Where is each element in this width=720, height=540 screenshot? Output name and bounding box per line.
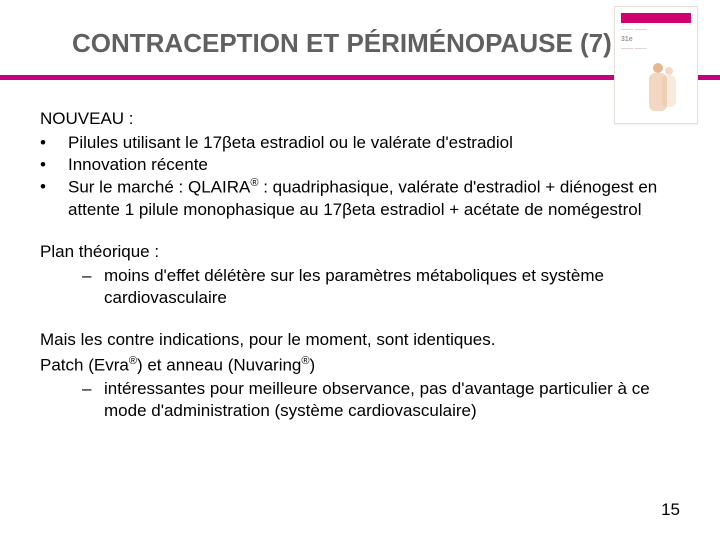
list-item: –moins d'effet délétère sur les paramètr…: [82, 265, 680, 309]
title-region: CONTRACEPTION ET PÉRIMÉNOPAUSE (7): [0, 0, 720, 59]
section-lead-line: Patch (Evra®) et anneau (Nuvaring®): [40, 354, 680, 377]
list-item-text: intéressantes pour meilleure observance,…: [104, 378, 680, 422]
page-number: 15: [661, 500, 680, 520]
slide: —— —— 31e —— —— CONTRACEPTION ET PÉRIMÉN…: [0, 0, 720, 540]
list-item-text: Sur le marché : QLAIRA® : quadriphasique…: [68, 176, 680, 221]
list-item-text: Innovation récente: [68, 154, 208, 176]
section-nouveau: NOUVEAU : •Pilules utilisant le 17βeta e…: [40, 108, 680, 221]
section-contre-indications: Mais les contre indications, pour le mom…: [40, 329, 680, 422]
section-lead: NOUVEAU :: [40, 108, 680, 130]
list-item: •Pilules utilisant le 17βeta estradiol o…: [40, 132, 680, 154]
slide-body: NOUVEAU : •Pilules utilisant le 17βeta e…: [0, 80, 720, 422]
list-item: •Sur le marché : QLAIRA® : quadriphasiqu…: [40, 176, 680, 221]
card-text-line2: 31e: [615, 34, 697, 46]
list-item-text: Pilules utilisant le 17βeta estradiol ou…: [68, 132, 513, 154]
figure-icon-small: [659, 67, 681, 113]
list-item: –intéressantes pour meilleure observance…: [82, 378, 680, 422]
corner-logo-card: —— —— 31e —— ——: [614, 6, 698, 124]
bullet-list: •Pilules utilisant le 17βeta estradiol o…: [40, 132, 680, 221]
card-text-line3: —— ——: [615, 46, 697, 53]
list-item: •Innovation récente: [40, 154, 680, 176]
section-plan: Plan théorique : –moins d'effet délétère…: [40, 241, 680, 309]
list-item-text: moins d'effet délétère sur les paramètre…: [104, 265, 680, 309]
dash-list: –intéressantes pour meilleure observance…: [40, 378, 680, 422]
dash-list: –moins d'effet délétère sur les paramètr…: [40, 265, 680, 309]
card-accent-bar: [621, 13, 691, 23]
card-text-line: —— ——: [615, 27, 697, 34]
section-lead: Plan théorique :: [40, 241, 680, 263]
section-lead-line: Mais les contre indications, pour le mom…: [40, 329, 680, 351]
